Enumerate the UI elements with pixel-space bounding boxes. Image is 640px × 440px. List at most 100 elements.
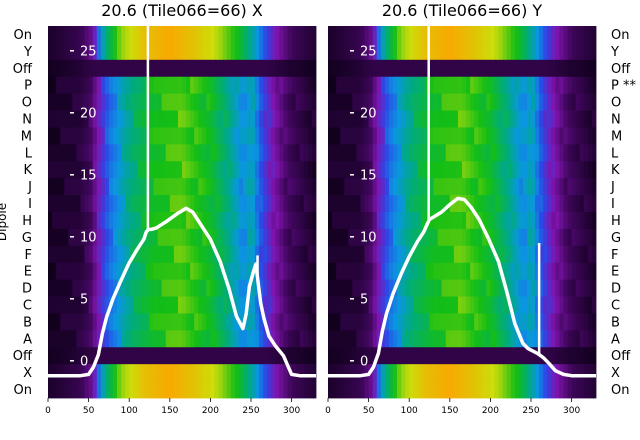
heatmap-cell [149,161,154,179]
overlay-tick-label: 5 [80,292,88,307]
heatmap-cell [271,313,276,331]
heatmap-cell [177,42,183,61]
dipole-label: Off [611,62,631,77]
heatmap-cell [149,42,154,61]
heatmap-cell [271,195,276,213]
heatmap-cell [238,212,244,230]
heatmap-cell [169,296,175,314]
heatmap-cell [117,347,122,365]
heatmap-cell [356,161,361,179]
heatmap-cell [251,76,256,95]
heatmap-cell [498,76,504,95]
heatmap-cell [68,279,73,297]
heatmap-cell [263,42,268,61]
heatmap-cell [591,144,597,162]
heatmap-cell [169,228,175,247]
heatmap-cell [56,296,61,314]
heatmap-cell [287,228,293,247]
heatmap-cell [202,313,207,331]
heatmap-cell [80,144,85,162]
heatmap-cell [246,313,252,331]
heatmap-cell [498,93,504,111]
dipole-label: M [21,129,32,144]
heatmap-cell [161,313,167,331]
heatmap-cell [177,364,183,382]
heatmap-cell [364,228,370,247]
heatmap-cell [498,330,504,348]
heatmap-cell [137,93,142,111]
heatmap-cell [255,381,260,399]
heatmap-cell [522,26,528,44]
heatmap-cell [96,161,102,179]
heatmap-cell [340,228,345,247]
heatmap-cell [242,59,248,78]
heatmap-cell [104,262,110,281]
heatmap-cell [449,127,455,145]
heatmap-cell [129,144,134,162]
heatmap-cell [360,364,365,382]
heatmap-cell [52,26,57,44]
heatmap-cell [457,279,463,297]
heatmap-cell [567,178,573,196]
heatmap-cell [303,93,309,111]
heatmap-cell [466,262,471,281]
heatmap-cell [291,245,297,264]
heatmap-cell [482,110,487,128]
heatmap-cell [482,381,487,399]
heatmap-cell [271,178,276,196]
heatmap-cell [360,245,365,264]
heatmap-cell [478,110,483,128]
heatmap-cell [56,42,61,61]
heatmap-cell [72,228,77,247]
heatmap-cell [161,279,167,297]
heatmap-cell [242,26,248,44]
heatmap-cell [214,76,219,95]
heatmap-cell [413,42,418,61]
heatmap-cell [80,381,85,399]
heatmap-cell [587,178,593,196]
heatmap-cell [474,42,479,61]
heatmap-cell [295,161,301,179]
heatmap-cell [222,313,228,331]
heatmap-cell [547,161,552,179]
heatmap-cell [72,381,77,399]
heatmap-cell [238,279,244,297]
heatmap-cell [498,347,504,365]
heatmap-cell [392,144,398,162]
heatmap-cell [263,381,268,399]
heatmap-cell [76,93,81,111]
heatmap-cell [518,127,524,145]
heatmap-cell [68,127,73,145]
heatmap-cell [449,93,455,111]
heatmap-row [328,76,597,95]
heatmap-cell [356,381,361,399]
heatmap-cell [535,296,540,314]
heatmap-cell [173,59,179,78]
heatmap-cell [129,313,134,331]
heatmap-cell [522,381,528,399]
heatmap-cell [470,161,475,179]
heatmap-cell [433,212,439,230]
heatmap-cell [535,42,540,61]
heatmap-cell [48,161,53,179]
heatmap-cell [108,161,114,179]
heatmap-cell [72,347,77,365]
heatmap-cell [559,26,564,44]
heatmap-cell [112,161,118,179]
heatmap-cell [409,26,414,44]
overlay-tick-label: 10 [80,230,97,245]
heatmap-cell [303,161,309,179]
heatmap-cell [563,296,568,314]
heatmap-cell [80,42,85,61]
heatmap-cell [112,195,118,213]
heatmap-cell [490,347,495,365]
heatmap-cell [441,228,447,247]
heatmap-cell [161,347,167,365]
heatmap-cell [80,195,85,213]
heatmap-cell [238,228,244,247]
heatmap-cell [348,245,353,264]
heatmap-cell [246,212,252,230]
heatmap-cell [401,76,406,95]
heatmap-cell [299,212,305,230]
heatmap-cell [238,178,244,196]
